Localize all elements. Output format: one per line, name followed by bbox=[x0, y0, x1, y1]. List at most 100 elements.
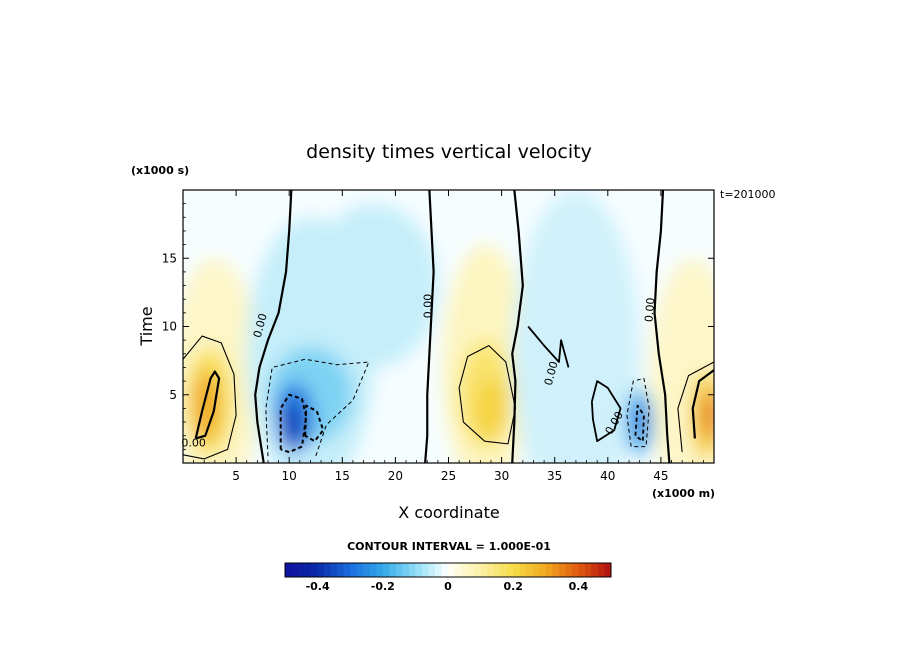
contour-line bbox=[304, 404, 325, 443]
colorbar-cell bbox=[448, 563, 455, 577]
colorbar-cell bbox=[408, 563, 416, 577]
colorbar-cell bbox=[500, 563, 507, 577]
colorbar-cell bbox=[402, 563, 410, 577]
field-blob bbox=[512, 190, 640, 463]
colorbar-cell bbox=[513, 563, 521, 577]
contour-lines bbox=[183, 190, 714, 463]
y-tick-label: 5 bbox=[169, 388, 177, 402]
field-fill bbox=[183, 190, 714, 463]
contour-line bbox=[424, 190, 435, 463]
colorbar-cell bbox=[363, 563, 371, 577]
colorbar-cell bbox=[480, 563, 488, 577]
colorbar-cell bbox=[604, 563, 612, 577]
colorbar-cell bbox=[350, 563, 358, 577]
colorbar-cell bbox=[487, 563, 494, 577]
colorbar-tick-label: 0.2 bbox=[503, 580, 523, 593]
contour-line bbox=[527, 325, 570, 368]
colorbar-cell bbox=[369, 563, 377, 577]
field-blob bbox=[282, 402, 302, 447]
contour-line bbox=[183, 335, 237, 460]
field-blob bbox=[310, 203, 438, 368]
colorbar-cell bbox=[571, 563, 579, 577]
x-tick-label: 25 bbox=[441, 469, 456, 483]
colorbar-cell bbox=[395, 563, 403, 577]
x-tick-label: 30 bbox=[494, 469, 509, 483]
y-axis-label: Time bbox=[137, 306, 156, 346]
colorbar-cell bbox=[441, 563, 449, 577]
colorbar-frame bbox=[284, 562, 612, 578]
contour-line bbox=[634, 404, 645, 443]
field-blob bbox=[701, 390, 714, 440]
x-tick-label: 5 bbox=[232, 469, 240, 483]
colorbar-cell bbox=[428, 563, 436, 577]
colorbar bbox=[284, 562, 612, 578]
x-tick-label: 45 bbox=[653, 469, 668, 483]
contour-label: 0.00 bbox=[642, 297, 657, 323]
contour-interval-text: CONTOUR INTERVAL = 1.000E-01 bbox=[347, 540, 551, 553]
colorbar-cell bbox=[311, 563, 318, 577]
colorbar-cell bbox=[552, 563, 560, 577]
x-tick-label: 20 bbox=[388, 469, 403, 483]
x-tick-label: 10 bbox=[282, 469, 297, 483]
colorbar-cell bbox=[454, 563, 462, 577]
colorbar-cell bbox=[591, 563, 599, 577]
colorbar-tick-label: -0.2 bbox=[371, 580, 395, 593]
field-blob bbox=[475, 378, 507, 439]
plot-area: 0.000.00 0.000.000.000.00 bbox=[181, 189, 715, 464]
colorbar-cell bbox=[565, 563, 573, 577]
x-tick-label: 15 bbox=[335, 469, 350, 483]
y-axis: 5 10 15 bbox=[162, 203, 714, 450]
colorbar-cell bbox=[545, 563, 553, 577]
colorbar-cell bbox=[526, 563, 534, 577]
colorbar-cell bbox=[356, 563, 364, 577]
colorbar-cell bbox=[532, 563, 540, 577]
contour-label: 0.00 bbox=[542, 360, 561, 387]
y-tick-label: 10 bbox=[162, 320, 177, 334]
contour-line bbox=[279, 393, 308, 454]
contour-label: 0.00 bbox=[181, 437, 206, 450]
colorbar-cell bbox=[330, 563, 338, 577]
contour-line bbox=[458, 345, 516, 445]
contour-line bbox=[626, 377, 650, 448]
colorbar-cell bbox=[376, 563, 384, 577]
time-annotation: t=201000 bbox=[720, 188, 776, 201]
x-tick-label: 35 bbox=[547, 469, 562, 483]
colorbar-cell bbox=[584, 563, 592, 577]
colorbar-cell bbox=[317, 563, 325, 577]
colorbar-cell bbox=[337, 563, 344, 577]
contour-line bbox=[590, 380, 622, 443]
colorbar-cell bbox=[578, 563, 586, 577]
colorbar-cell bbox=[389, 563, 397, 577]
colorbar-cell bbox=[474, 563, 481, 577]
colorbar-cell bbox=[461, 563, 468, 577]
colorbar-tick-label: -0.4 bbox=[306, 580, 330, 593]
colorbar-cell bbox=[506, 563, 514, 577]
contour-line bbox=[194, 370, 221, 440]
field-blob bbox=[633, 400, 647, 444]
chart-title: density times vertical velocity bbox=[306, 141, 592, 163]
colorbar-tick-label: 0.4 bbox=[569, 580, 589, 593]
colorbar-cell bbox=[467, 563, 475, 577]
colorbar-cell bbox=[324, 563, 331, 577]
colorbar-cell bbox=[415, 563, 423, 577]
colorbar-ticks: -0.4 -0.2 0 0.2 0.4 bbox=[306, 580, 589, 593]
colorbar-cell bbox=[558, 563, 566, 577]
contour-line bbox=[254, 190, 293, 463]
colorbar-cell bbox=[298, 563, 305, 577]
colorbar-cell bbox=[539, 563, 547, 577]
contour-label: 0.00 bbox=[251, 312, 270, 339]
colorbar-cell bbox=[343, 563, 351, 577]
colorbar-cell bbox=[421, 563, 429, 577]
colorbar-cell bbox=[434, 563, 442, 577]
y-unit-label: (x1000 s) bbox=[131, 164, 189, 177]
colorbar-tick-label: 0 bbox=[444, 580, 452, 593]
contour-line bbox=[265, 358, 370, 457]
x-unit-label: (x1000 m) bbox=[652, 487, 715, 500]
contour-label: 0.00 bbox=[422, 294, 435, 319]
y-tick-label: 15 bbox=[162, 251, 177, 265]
colorbar-cell bbox=[493, 563, 501, 577]
x-tick-label: 40 bbox=[600, 469, 615, 483]
colorbar-cell bbox=[285, 563, 292, 577]
contour-line bbox=[691, 369, 714, 439]
